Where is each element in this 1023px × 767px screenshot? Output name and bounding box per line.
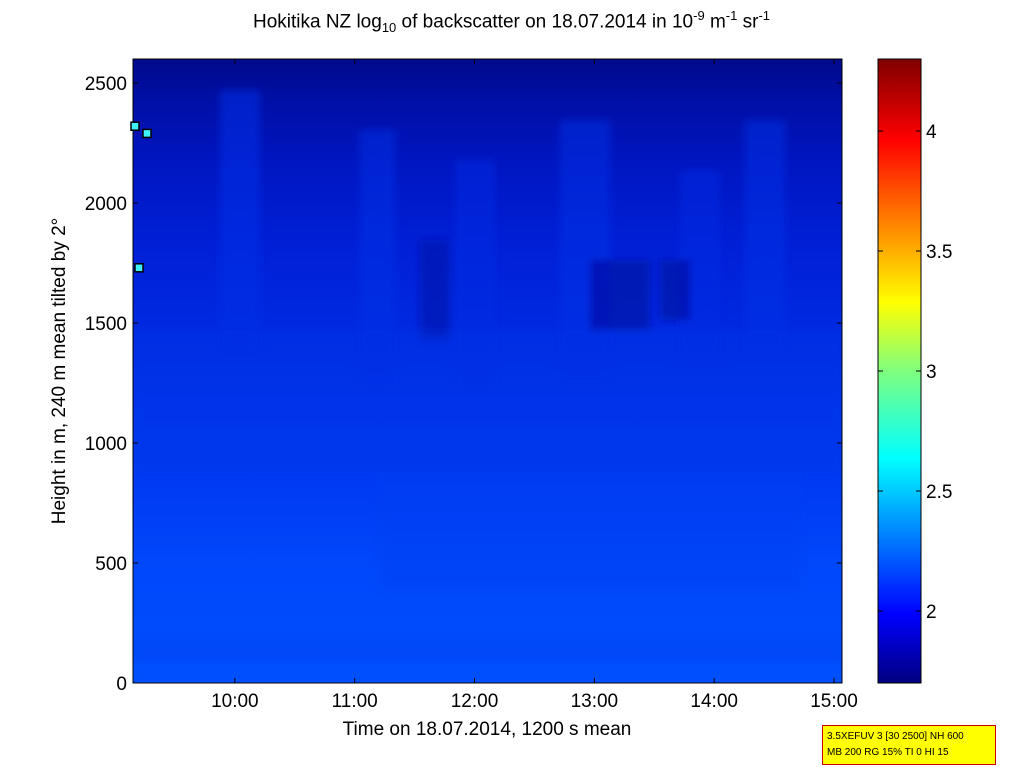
colorbar-tick-label: 2.5 xyxy=(926,482,952,503)
colorbar-tick-label: 3 xyxy=(926,362,937,383)
chart-title: Hokitika NZ log10 of backscatter on 18.0… xyxy=(252,8,771,36)
y-tick-label: 2000 xyxy=(85,194,127,215)
info-box: 3.5XEFUV 3 [30 2500] NH 600 MB 200 RG 15… xyxy=(822,725,996,765)
x-tick-label: 15:00 xyxy=(810,691,858,712)
x-tick-label: 13:00 xyxy=(571,691,619,712)
info-line-1: 3.5XEFUV 3 [30 2500] NH 600 xyxy=(827,731,964,742)
colorbar-ticks: 2 2.5 3 3.5 4 xyxy=(878,122,952,623)
x-axis-label: Time on 18.07.2014, 1200 s mean xyxy=(343,719,632,740)
x-tick-label: 12:00 xyxy=(451,691,499,712)
colorbar-gradient xyxy=(877,58,922,684)
y-axis-label: Height in m, 240 m mean tilted by 2° xyxy=(49,218,70,524)
x-tick-label: 14:00 xyxy=(690,691,738,712)
y-tick-label: 2500 xyxy=(85,74,127,95)
y-tick-label: 500 xyxy=(95,554,127,575)
colorbar-tick-label: 4 xyxy=(926,122,937,143)
x-axis: 10:00 11:00 12:00 13:00 14:00 15:00 xyxy=(211,59,858,712)
colorbar-tick-label: 2 xyxy=(926,602,937,623)
y-tick-label: 0 xyxy=(116,674,127,695)
highlight-point xyxy=(130,121,140,131)
x-tick-label: 10:00 xyxy=(211,691,259,712)
plot-frame xyxy=(132,58,843,684)
heatmap-plot-area xyxy=(130,58,843,684)
highlight-points xyxy=(130,121,152,273)
colorbar: 2 2.5 3 3.5 4 xyxy=(877,58,952,684)
y-axis: 0 500 1000 1500 2000 2500 xyxy=(85,74,842,695)
highlight-point xyxy=(142,128,152,139)
heatmap-texture xyxy=(133,90,842,683)
x-tick-label: 11:00 xyxy=(332,691,378,712)
y-tick-label: 1500 xyxy=(85,314,127,335)
info-line-2: MB 200 RG 15% TI 0 HI 15 xyxy=(827,747,949,758)
colorbar-tick-label: 3.5 xyxy=(926,242,952,263)
highlight-point xyxy=(134,263,144,273)
y-tick-label: 1000 xyxy=(85,434,127,455)
